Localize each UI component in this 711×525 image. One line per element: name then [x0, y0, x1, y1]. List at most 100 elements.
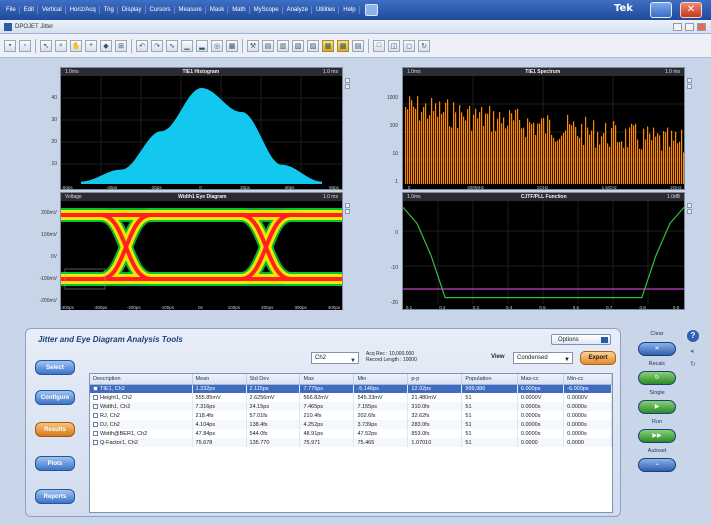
close-button[interactable]: ✕	[680, 2, 702, 18]
spectrum-plot[interactable]: 1.0ms TIE1 Spectrum 1.0 ms 0 500MHz 1GHz 1.…	[402, 67, 685, 190]
recalc-button[interactable]: ↻	[638, 371, 676, 385]
menu-item-myscope[interactable]: MyScope	[251, 6, 283, 14]
row-checkbox[interactable]	[93, 394, 98, 400]
window-restore-icon[interactable]	[685, 23, 694, 31]
column-header[interactable]: Std Dev	[246, 374, 301, 385]
menu-item-math[interactable]: Math	[229, 6, 250, 14]
table-row[interactable]: RJ, Ch2 218.4fs 57.01fs 210.4fs 202.6fs 32.62…	[90, 411, 612, 420]
table-row[interactable]: DJ, Ch2 4.104ps 138.4fs 4.252ps 3.739ps 283.0…	[90, 420, 612, 429]
menu-item-horizacq[interactable]: Horiz/Acq	[67, 6, 100, 14]
view-select[interactable]: Condensed ▼	[513, 352, 573, 364]
layout-stack-icon[interactable]: ▤	[352, 39, 364, 52]
source-select[interactable]: Ch2 ▼	[311, 352, 359, 364]
menu-item-measure[interactable]: Measure	[176, 6, 206, 14]
save-icon[interactable]: ▪	[4, 39, 16, 52]
table-row[interactable]: TIE1, Ch2 1.332ps 2.115ps 7.775ps -5.146ps 12…	[90, 384, 612, 393]
menu-item-analyze[interactable]: Analyze	[284, 6, 312, 14]
column-header[interactable]: p-p	[407, 374, 463, 385]
zoom-out-icon[interactable]	[345, 84, 350, 89]
histogram-icon[interactable]: ▁	[181, 39, 193, 52]
grid-icon[interactable]: ▦	[226, 39, 238, 52]
table-row[interactable]: Height1, Ch2 555.85mV 2.6256mV 566.82mV 545.…	[90, 393, 612, 402]
menu-item-vertical[interactable]: Vertical	[39, 6, 66, 14]
pll-function-plot[interactable]: 1.0ms CJTF/PLL Function 1.0dB 0.1 0.2 0.3 0…	[402, 192, 685, 310]
row-checkbox[interactable]	[93, 412, 98, 418]
row-checkbox[interactable]	[93, 421, 98, 427]
column-header[interactable]: Max-cc	[517, 374, 565, 385]
autoset-button[interactable]: ⌁	[638, 458, 676, 472]
fit-icon[interactable]: ◻	[403, 39, 415, 52]
redo-icon[interactable]: ↷	[151, 39, 163, 52]
layout-1-icon[interactable]: ▤	[262, 39, 274, 52]
configure-button[interactable]: Configure	[35, 390, 75, 405]
row-checkbox[interactable]	[93, 385, 98, 391]
layout-grid-icon[interactable]: ▩	[337, 39, 349, 52]
table-row[interactable]: Width1, Ch2 7.316ps 24.15ps 7.465ps 7.155ps 3…	[90, 402, 612, 411]
zoom-in-icon[interactable]	[687, 78, 692, 83]
tile-icon[interactable]: □	[373, 39, 385, 52]
zoom-out-icon[interactable]	[687, 84, 692, 89]
undo-icon[interactable]: ↶	[136, 39, 148, 52]
export-button[interactable]: Export	[580, 351, 616, 365]
menu-item-display[interactable]: Display	[119, 6, 146, 14]
help-icon[interactable]: ?	[687, 330, 699, 342]
spectrum-icon[interactable]: ▂	[196, 39, 208, 52]
menu-item-cursors[interactable]: Cursors	[147, 6, 175, 14]
row-checkbox[interactable]	[93, 403, 98, 409]
menu-item-mask[interactable]: Mask	[207, 6, 229, 14]
plots-button[interactable]: Plots	[35, 456, 75, 471]
column-header[interactable]: Max	[299, 374, 355, 385]
row-checkbox[interactable]	[93, 430, 98, 436]
wrench-icon[interactable]: ⚒	[247, 39, 259, 52]
clear-button[interactable]: ✕	[638, 342, 676, 356]
eye-icon[interactable]: ◎	[211, 39, 223, 52]
column-header[interactable]: Population	[461, 374, 518, 385]
single-button[interactable]: ▶	[638, 400, 676, 414]
reports-button[interactable]: Reports	[35, 489, 75, 504]
menu-item-edit[interactable]: Edit	[21, 6, 39, 14]
column-header[interactable]: Min	[353, 374, 409, 385]
spectrum-bar	[681, 129, 683, 184]
zoom-icon[interactable]: ⌕	[55, 39, 67, 52]
table-row[interactable]: Q-Factor1, Ch2 75.678 135.770 75.971 75.465 1…	[90, 438, 612, 447]
cursor-icon[interactable]: +	[85, 39, 97, 52]
zoom-in-icon[interactable]	[345, 78, 350, 83]
layout-3-icon[interactable]: ▧	[292, 39, 304, 52]
layout-2-icon[interactable]: ▥	[277, 39, 289, 52]
options-dropdown[interactable]: Options	[551, 334, 611, 345]
hand-icon[interactable]: ✋	[70, 39, 82, 52]
expand-arrow-icon[interactable]: ↻	[690, 361, 696, 368]
measure-icon[interactable]: ⊞	[115, 39, 127, 52]
row-checkbox[interactable]	[93, 439, 98, 445]
select-button[interactable]: Select	[35, 360, 75, 375]
results-button[interactable]: Results	[35, 422, 75, 437]
pointer-icon[interactable]: ↖	[40, 39, 52, 52]
menu-item-file[interactable]: File	[3, 6, 20, 14]
zoom-in-icon[interactable]	[345, 203, 350, 208]
refresh-icon[interactable]: ↻	[418, 39, 430, 52]
layout-4-icon[interactable]: ▨	[307, 39, 319, 52]
layout-quad-icon[interactable]: ▦	[322, 39, 334, 52]
menu-toggle-icon[interactable]	[364, 4, 378, 16]
menu-item-help[interactable]: Help	[340, 6, 360, 14]
menu-item-trig[interactable]: Trig	[101, 6, 118, 14]
column-header[interactable]: Mean	[192, 374, 247, 385]
waveform-icon[interactable]: ∿	[166, 39, 178, 52]
window-minimize-icon[interactable]	[673, 23, 682, 31]
zoom-out-icon[interactable]	[687, 209, 692, 214]
table-row[interactable]: Width@BER1, Ch2 47.84ps 544.0fs 48.91ps 47.5…	[90, 429, 612, 438]
menu-item-utilities[interactable]: Utilities	[313, 6, 340, 14]
window-close-icon[interactable]	[697, 23, 706, 31]
column-header[interactable]: Min-cc	[563, 374, 612, 385]
zoom-out-icon[interactable]	[345, 209, 350, 214]
zoom-in-icon[interactable]	[687, 203, 692, 208]
cascade-icon[interactable]: ◫	[388, 39, 400, 52]
collapse-arrow-icon[interactable]: ◂	[690, 348, 694, 355]
minimize-button[interactable]	[650, 2, 672, 18]
eye-diagram-plot[interactable]: Voltage Width1 Eye Diagram 1.0 ms -400ps…	[60, 192, 343, 310]
print-icon[interactable]: ▫	[19, 39, 31, 52]
column-header[interactable]: Description	[90, 374, 193, 385]
histogram-plot[interactable]: 1.0ms TIE1 Histogram 1.0 ms -60ps -40ps -2…	[60, 67, 343, 190]
run-button[interactable]: ▶▶	[638, 429, 676, 443]
marker-icon[interactable]: ◆	[100, 39, 112, 52]
